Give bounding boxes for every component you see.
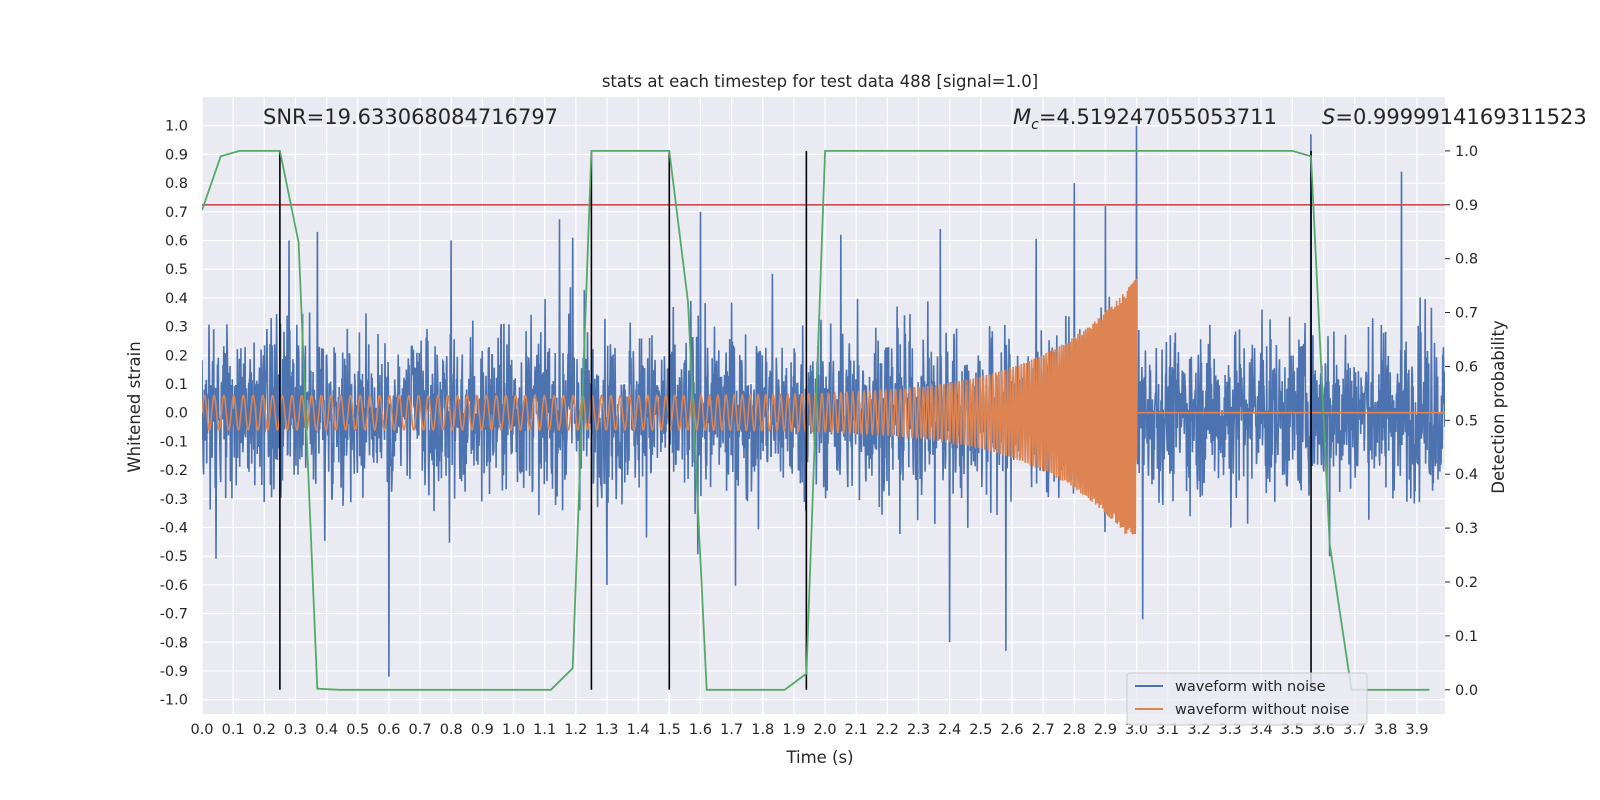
x-tick-label: 3.4 [1250,722,1273,738]
y2-tick-label: 0.1 [1455,629,1478,645]
clean-waveform-line [202,278,1445,535]
x-tick-label: 2.1 [845,722,868,738]
y2-tick-label: 0.7 [1455,306,1478,322]
x-tick-label: 0.7 [409,722,432,738]
detection-probability-line [202,150,1430,691]
x-tick-label: 1.4 [627,722,650,738]
x-tick-label: 2.3 [907,722,930,738]
x-tick-label: 1.0 [502,722,525,738]
y2-tick-label: 0.2 [1455,575,1478,591]
x-tick-label: 2.9 [1094,722,1117,738]
x-tick-label: 0.3 [284,722,307,738]
y2-tick-label: 1.0 [1455,144,1478,160]
y-tick-label: -0.7 [160,607,188,623]
data-layer [202,125,1445,691]
x-tick-label: 0.4 [315,722,338,738]
x-tick-label: 1.2 [564,722,587,738]
y-tick-label: -0.8 [160,635,188,651]
x-tick-label: 1.8 [751,722,774,738]
chirp-mass-symbol: M [1013,105,1031,129]
y-tick-label: -0.4 [160,520,188,536]
x-tick-label: 3.3 [1219,722,1242,738]
x-tick-label: 2.4 [938,722,961,738]
x-tick-label: 1.9 [782,722,805,738]
score-value: =0.9999914169311523 [1335,105,1586,129]
y-axis-label: Whitened strain [125,341,144,472]
chirp-mass-annotation: Mc=4.519247055053711 [1013,105,1277,133]
y2-tick-label: 0.8 [1455,252,1478,268]
x-axis-label: Time (s) [785,748,853,767]
legend-label-noise: waveform with noise [1175,679,1326,695]
x-tick-label: 2.2 [876,722,899,738]
snr-annotation: SNR=19.633068084716797 [263,105,558,129]
y-tick-label: -0.6 [160,578,188,594]
y-tick-label: 0.4 [165,291,188,307]
x-tick-label: 1.3 [595,722,618,738]
chart-title: stats at each timestep for test data 488… [602,72,1038,91]
y-tick-label: -0.2 [160,463,188,479]
score-annotation: S=0.9999914169311523 [1322,105,1587,129]
y-tick-label: 0.8 [165,176,188,192]
x-tick-label: 3.5 [1281,722,1304,738]
y2-tick-label: 0.3 [1455,521,1478,537]
y-tick-label: -0.5 [160,549,188,565]
y-tick-label: -1.0 [160,693,188,709]
score-symbol: S [1322,105,1335,129]
y2-tick-label: 0.6 [1455,359,1478,375]
y-tick-label: 0.0 [165,406,188,422]
y-tick-label: 0.6 [165,233,188,249]
x-tick-label: 3.2 [1187,722,1210,738]
y-tick-label: -0.1 [160,434,188,450]
x-tick-label: 3.0 [1125,722,1148,738]
chirp-mass-value: =4.519247055053711 [1039,105,1277,129]
y-tick-label: 0.2 [165,348,188,364]
x-tick-label: 3.7 [1343,722,1366,738]
x-tick-label: 3.8 [1374,722,1397,738]
legend-label-clean: waveform without noise [1175,702,1349,718]
x-tick-label: 2.6 [1000,722,1023,738]
y-tick-label: 0.5 [165,262,188,278]
y-tick-label: -0.9 [160,664,188,680]
x-tick-label: 2.0 [814,722,837,738]
y-tick-label: 0.9 [165,147,188,163]
x-tick-label: 3.1 [1156,722,1179,738]
y2-tick-label: 0.9 [1455,198,1478,214]
x-tick-label: 0.2 [253,722,276,738]
y-tick-label: -0.3 [160,492,188,508]
x-tick-label: 0.5 [346,722,369,738]
x-tick-label: 2.8 [1063,722,1086,738]
x-tick-label: 1.5 [658,722,681,738]
x-tick-label: 3.6 [1312,722,1335,738]
legend: waveform with noise waveform without noi… [1126,672,1368,726]
x-tick-label: 0.0 [190,722,213,738]
y2-tick-label: 0.5 [1455,413,1478,429]
x-tick-label: 0.8 [440,722,463,738]
noisy-waveform-line [202,125,1445,677]
x-tick-label: 2.5 [969,722,992,738]
x-tick-label: 0.6 [377,722,400,738]
x-tick-label: 2.7 [1032,722,1055,738]
y2-axis-label: Detection probability [1489,320,1508,494]
y-tick-label: 0.1 [165,377,188,393]
y2-tick-label: 0.0 [1455,683,1478,699]
legend-frame [1126,672,1368,726]
axes: 0.0 0.1 0.2 0.3 0.4 0.5 0.6 0.7 0.8 0.9 1.0 1.1 1.2 1… [160,119,1478,738]
chirp-mass-subscript: c [1031,117,1039,133]
x-tick-label: 0.9 [471,722,494,738]
y2-tick-label: 0.4 [1455,467,1478,483]
y-tick-label: 0.7 [165,205,188,221]
x-tick-label: 0.1 [222,722,245,738]
x-tick-label: 1.1 [533,722,556,738]
y-tick-label: 1.0 [165,119,188,135]
x-tick-label: 1.7 [720,722,743,738]
x-tick-label: 1.6 [689,722,712,738]
x-tick-label: 3.9 [1405,722,1428,738]
y-tick-label: 0.3 [165,320,188,336]
